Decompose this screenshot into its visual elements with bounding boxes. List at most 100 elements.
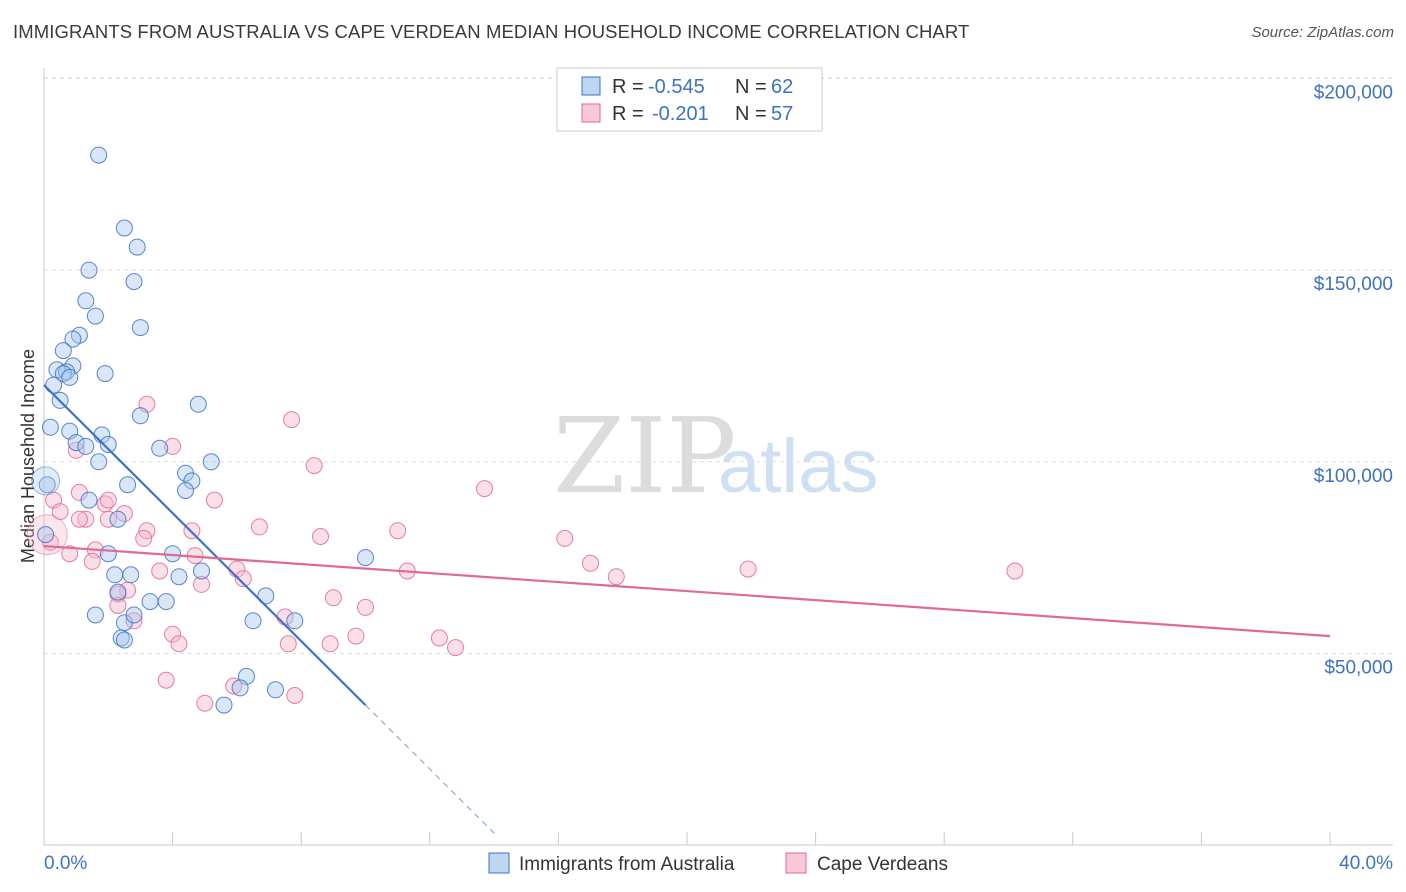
trend-line-extension (365, 704, 495, 834)
legend-item-swatch-pink (785, 852, 807, 874)
data-point (582, 554, 599, 572)
data-point (231, 679, 249, 697)
data-point (193, 562, 210, 580)
data-point (54, 342, 72, 360)
data-point (193, 575, 210, 593)
data-point (70, 510, 88, 528)
data-point (234, 570, 252, 588)
legend-n-label-pink: N = (735, 103, 767, 125)
data-point (286, 687, 304, 704)
data-point (244, 612, 262, 630)
data-point (183, 472, 201, 490)
data-point (157, 671, 175, 689)
data-point (58, 363, 75, 381)
chart-title: IMMIGRANTS FROM AUSTRALIA VS CAPE VERDEA… (13, 21, 970, 42)
data-point (99, 510, 117, 528)
correlation-legend: R = -0.545 N = 62 R = -0.201 N = 57 (556, 67, 823, 132)
data-point (357, 549, 374, 567)
legend-swatch-pink (581, 103, 601, 123)
data-point (90, 453, 108, 471)
data-point (202, 453, 220, 471)
data-point-large (26, 514, 68, 556)
data-point (324, 589, 342, 607)
data-point (135, 529, 153, 547)
data-point-large (31, 466, 61, 496)
data-point (115, 631, 133, 649)
data-point (312, 528, 329, 545)
legend-item-label-blue: Immigrants from Australia (519, 854, 735, 875)
series-legend: Immigrants from Australia Cape Verdeans (488, 852, 948, 875)
data-point (80, 261, 98, 279)
data-point (250, 518, 268, 536)
data-point (96, 365, 114, 383)
data-point (189, 395, 207, 413)
y-tick-label: $100,000 (1314, 466, 1393, 487)
y-tick-label: $200,000 (1314, 83, 1393, 104)
data-point (106, 566, 124, 584)
data-point (141, 593, 159, 611)
trend-line (43, 384, 367, 706)
data-point (64, 330, 82, 348)
axes (43, 68, 1393, 846)
data-point (90, 146, 108, 164)
data-point (115, 219, 133, 237)
data-point (286, 612, 304, 630)
data-point (83, 552, 101, 570)
data-point (447, 639, 464, 657)
data-point (86, 606, 104, 624)
data-point (61, 545, 79, 563)
data-point (45, 376, 63, 394)
legend-box (556, 67, 823, 132)
legend-r-label-blue: R = (612, 76, 644, 98)
data-point (122, 566, 140, 584)
legend-n-value-blue: 62 (771, 76, 793, 98)
data-point (67, 434, 85, 452)
data-point (556, 529, 574, 547)
legend-r-label-pink: R = (612, 103, 644, 125)
data-point (739, 560, 757, 578)
data-point (164, 625, 182, 643)
data-point (215, 696, 233, 714)
data-point (257, 587, 275, 605)
y-tick-labels: $50,000 $100,000 $150,000 $200,000 (1314, 83, 1393, 679)
data-point (115, 505, 133, 522)
data-point (357, 598, 374, 616)
data-point (389, 522, 407, 540)
data-point (41, 418, 59, 436)
data-point (99, 436, 117, 453)
data-point (109, 510, 127, 528)
data-point (205, 491, 223, 509)
data-point (183, 522, 201, 540)
data-point (151, 439, 169, 457)
legend-r-value-blue: -0.545 (648, 76, 705, 98)
data-point (225, 677, 243, 695)
legend-item-label-pink: Cape Verdeans (817, 854, 948, 875)
x-tick-label-min: 0.0% (44, 853, 87, 874)
data-point (131, 407, 149, 425)
data-point (125, 606, 143, 624)
y-tick-label: $150,000 (1314, 274, 1393, 295)
data-point (77, 437, 95, 455)
trend-lines (43, 384, 1331, 834)
x-tick-marks (43, 832, 1331, 845)
data-point (157, 593, 175, 611)
data-point (112, 629, 130, 647)
watermark-zip: ZIP (553, 395, 736, 517)
data-point (61, 368, 79, 386)
series-immigrants-from-australia (31, 146, 374, 714)
legend-n-value-pink: 57 (771, 103, 793, 125)
data-point (267, 681, 284, 699)
legend-n-label-blue: N = (735, 76, 767, 98)
data-point (279, 635, 297, 653)
data-point (119, 476, 137, 494)
data-point (164, 437, 182, 455)
data-point (38, 476, 56, 494)
data-point (128, 238, 146, 256)
legend-swatch-blue (581, 76, 601, 96)
data-point (86, 307, 104, 325)
data-point (99, 491, 117, 509)
data-point (283, 411, 301, 429)
data-point (430, 629, 448, 647)
data-point (109, 583, 127, 601)
